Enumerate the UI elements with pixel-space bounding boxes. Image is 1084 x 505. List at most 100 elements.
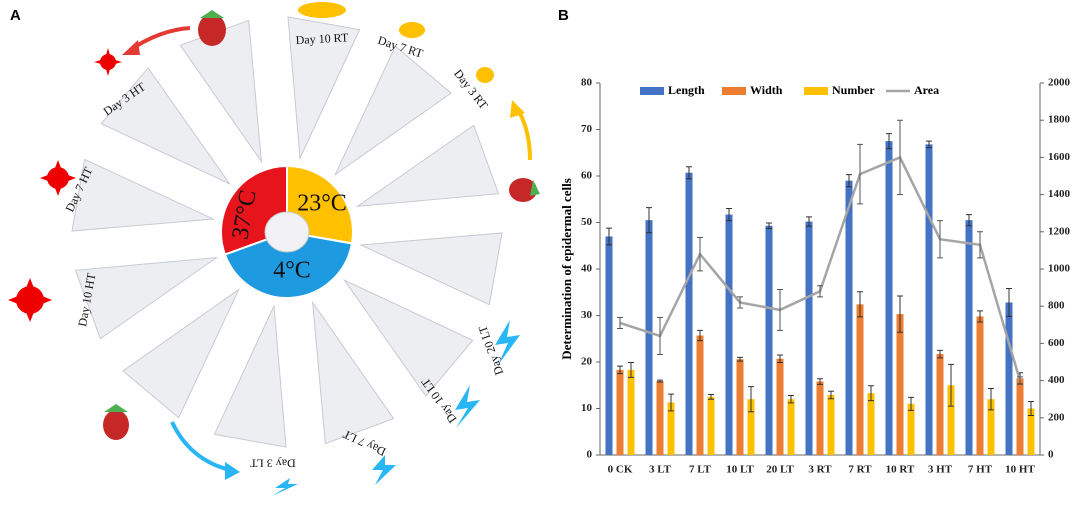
bar <box>867 393 875 455</box>
y-tick-label: 20 <box>581 356 593 368</box>
error-bar <box>697 236 703 272</box>
legend-swatch <box>804 87 828 95</box>
error-bar <box>857 143 863 205</box>
error-bar <box>737 296 743 309</box>
error-bar <box>617 316 623 330</box>
error-bar <box>617 365 623 375</box>
condition-label: Day 7 LT <box>340 427 388 459</box>
tissue-section <box>311 300 395 445</box>
bar <box>885 141 893 455</box>
bar <box>925 144 933 455</box>
y2-tick-label: 2000 <box>1048 77 1071 89</box>
error-bar <box>686 166 692 180</box>
error-bar <box>857 291 863 318</box>
bar <box>1005 302 1013 455</box>
error-bar <box>897 295 903 333</box>
legend-label: Length <box>668 83 705 97</box>
error-bar <box>1017 376 1023 385</box>
bar <box>736 359 744 455</box>
error-bar <box>977 231 983 259</box>
bar <box>947 385 955 455</box>
y2-tick-label: 1400 <box>1048 188 1071 200</box>
y2-tick-label: 400 <box>1048 374 1065 386</box>
condition-label: Day 10 LT <box>418 375 459 426</box>
error-bar <box>817 285 823 298</box>
tissue-section <box>100 67 232 186</box>
y2-tick-label: 800 <box>1048 300 1065 312</box>
error-bar <box>966 214 972 227</box>
error-bar <box>657 316 663 356</box>
y-tick-label: 0 <box>587 449 593 461</box>
x-tick-label: 7 LT <box>689 464 712 476</box>
y-axis-label: Determination of epidermal cells <box>559 178 574 360</box>
strawberry-icons <box>103 10 540 440</box>
y-tick-label: 40 <box>581 263 593 275</box>
bar <box>845 180 853 455</box>
bar <box>805 221 813 455</box>
line <box>619 155 1022 381</box>
y-tick-label: 10 <box>581 402 593 414</box>
y-tick-label: 60 <box>581 170 593 182</box>
error-bar <box>777 288 783 331</box>
error-bar <box>1006 288 1012 317</box>
bar <box>1016 378 1024 455</box>
legend-label: Number <box>832 83 875 97</box>
bar <box>667 402 675 455</box>
x-tick-label: 20 LT <box>766 464 794 476</box>
bar <box>987 399 995 455</box>
error-bar <box>886 133 892 150</box>
bar <box>696 335 704 455</box>
y2-tick-label: 1200 <box>1048 225 1071 237</box>
bar <box>616 369 624 455</box>
temperature-label: 4°C <box>273 258 311 284</box>
x-tick-label: 3 HT <box>928 464 953 476</box>
panel-a: A 37°C 23°C4 <box>8 2 540 496</box>
y2-tick-label: 1000 <box>1048 263 1071 275</box>
x-tick-label: 3 LT <box>649 464 672 476</box>
error-bar <box>806 216 812 227</box>
bar <box>656 381 664 455</box>
x-tick-label: 10 HT <box>1005 464 1035 476</box>
bar <box>776 358 784 455</box>
tissue-section <box>287 16 361 161</box>
error-bar <box>668 393 674 412</box>
legend-swatch <box>640 87 664 95</box>
error-bar <box>628 361 634 378</box>
error-bar <box>737 356 743 362</box>
error-bar <box>926 140 932 149</box>
y2-tick-label: 600 <box>1048 337 1065 349</box>
bar <box>896 314 904 455</box>
error-bar <box>657 379 663 383</box>
bar <box>787 399 795 455</box>
bar <box>645 220 653 455</box>
error-bar <box>748 386 754 413</box>
error-bar <box>708 394 714 400</box>
y2-tick-label: 1600 <box>1048 151 1071 163</box>
bar <box>827 395 835 455</box>
legend-label: Area <box>914 83 939 97</box>
x-tick-label: 3 RT <box>808 464 832 476</box>
bar <box>747 399 755 455</box>
bar <box>685 172 693 455</box>
x-tick-label: 10 RT <box>886 464 915 476</box>
legend-swatch <box>722 87 746 95</box>
bar <box>965 220 973 455</box>
temperature-hub: 37°C 23°C4°C <box>220 164 354 299</box>
error-bar <box>646 207 652 234</box>
error-bar <box>977 310 983 323</box>
bar <box>627 369 635 455</box>
error-bar <box>606 227 612 246</box>
center-disc <box>264 211 310 253</box>
panel-b: B 01020304050607080020040060080010001200… <box>558 7 1071 476</box>
x-tick-label: 10 LT <box>726 464 754 476</box>
error-bar <box>697 329 703 342</box>
bar <box>707 396 715 455</box>
error-bar <box>937 220 943 259</box>
legend-label: Width <box>750 83 783 97</box>
y-tick-label: 50 <box>581 216 593 228</box>
panel-label: B <box>558 7 569 24</box>
error-bar <box>937 349 943 359</box>
bar <box>725 214 733 455</box>
x-tick-label: 0 CK <box>608 464 633 476</box>
error-bar <box>777 354 783 363</box>
